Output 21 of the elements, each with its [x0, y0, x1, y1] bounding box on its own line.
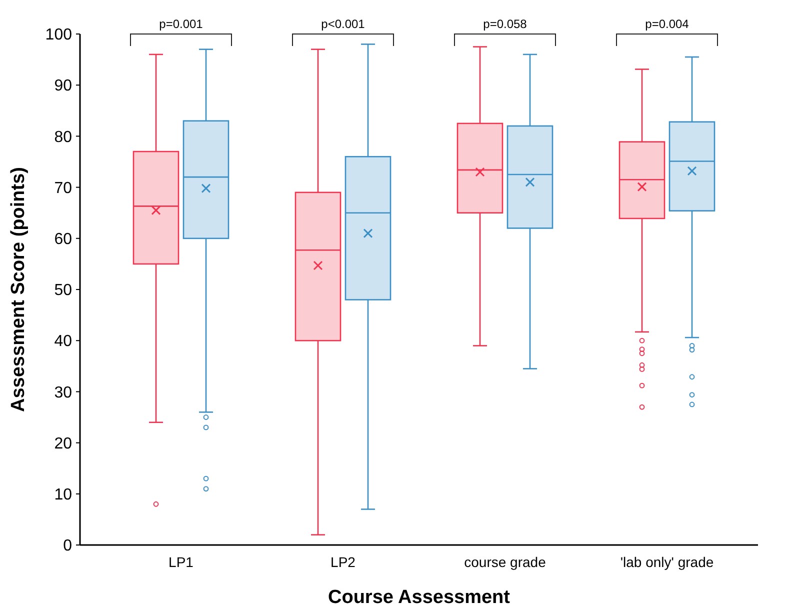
text: p=0.058: [483, 17, 528, 31]
y-tick-label: 70: [54, 180, 72, 197]
y-tick-label: 0: [63, 538, 72, 555]
text: p<0.001: [321, 17, 366, 31]
x-tick-label: course grade: [464, 554, 546, 570]
y-tick-label: 90: [54, 78, 72, 95]
y-tick-label: 80: [54, 128, 72, 146]
y-tick-label: 20: [54, 435, 72, 452]
y-tick-label: 60: [54, 231, 72, 248]
y-axis-title: Assessment Score (points): [8, 167, 29, 412]
text: p=0.001: [159, 17, 204, 31]
text: p=0.004: [645, 17, 690, 31]
y-tick-label: 10: [54, 486, 72, 504]
y-tick-label: 100: [45, 26, 72, 44]
y-tick-label: 30: [54, 384, 72, 402]
x-tick-label: 'lab only' grade: [620, 554, 714, 570]
x-tick-label: LP1: [168, 554, 194, 570]
y-tick-label: 50: [54, 282, 72, 300]
x-axis-title: Course Assessment: [328, 587, 511, 608]
x-tick-label: LP2: [330, 554, 356, 570]
y-tick-label: 40: [54, 333, 72, 350]
